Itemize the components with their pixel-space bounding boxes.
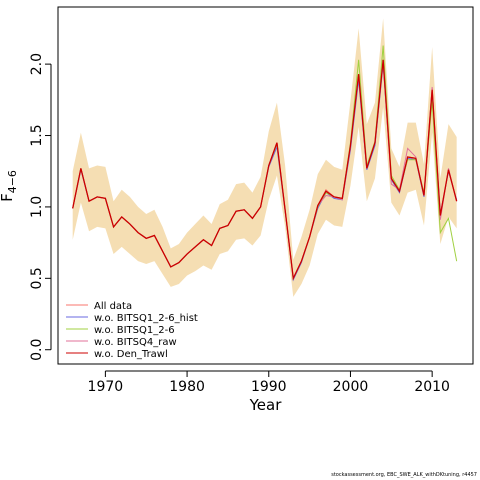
x-axis: 1970 1980 1990 2000 2010: [88, 370, 450, 395]
legend-label: w.o. BITSQ1_2-6_hist: [94, 313, 198, 324]
x-tick-label: 2010: [414, 379, 450, 395]
series-lines: [72, 45, 458, 282]
y-tick-label: 2.0: [29, 53, 45, 75]
y-axis-title-text: F̄4−6: [0, 170, 19, 202]
legend-label: w.o. BITSQ4_raw: [94, 337, 177, 348]
series-line-5: [72, 59, 458, 281]
legend-label: w.o. BITSQ1_2-6: [94, 325, 175, 336]
confidence-band-area: [72, 18, 457, 297]
x-tick-label: 1990: [251, 379, 287, 395]
y-tick-label: 1.0: [29, 196, 45, 218]
legend-label: w.o. Den_Trawl: [94, 349, 168, 360]
y-tick-label: 0.5: [29, 267, 45, 289]
plot-frame: [57, 6, 474, 365]
footnote: stockassessment.org, EBC_SWE_ALK_withDKt…: [331, 472, 477, 478]
y-axis-title: F̄4−6: [0, 170, 19, 202]
confidence-band: [72, 18, 457, 297]
x-tick-label: 1980: [169, 379, 205, 395]
y-tick-label: 0.0: [29, 339, 45, 361]
y-axis: 0.0 0.5 1.0 1.5 2.0: [29, 53, 52, 361]
y-tick-label: 1.5: [29, 124, 45, 146]
x-axis-title: Year: [249, 396, 283, 414]
legend-label: All data: [94, 301, 132, 312]
x-tick-label: 2000: [333, 379, 369, 395]
x-tick-label: 1970: [88, 379, 124, 395]
